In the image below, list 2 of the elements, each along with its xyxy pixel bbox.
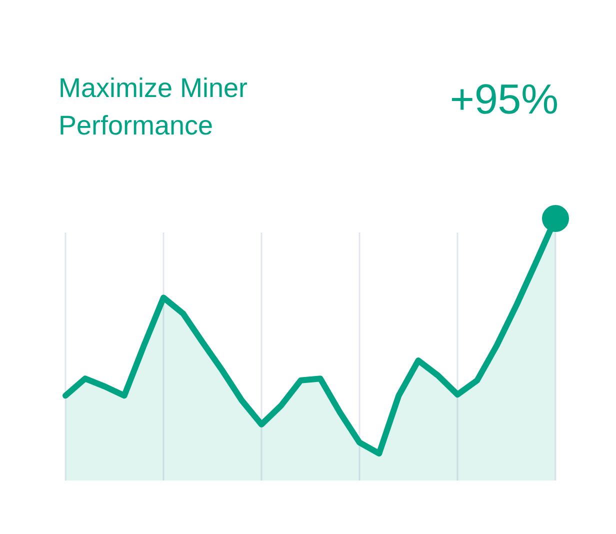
- chart-title: Maximize Miner Performance: [58, 73, 248, 140]
- text: +95%: [450, 76, 559, 122]
